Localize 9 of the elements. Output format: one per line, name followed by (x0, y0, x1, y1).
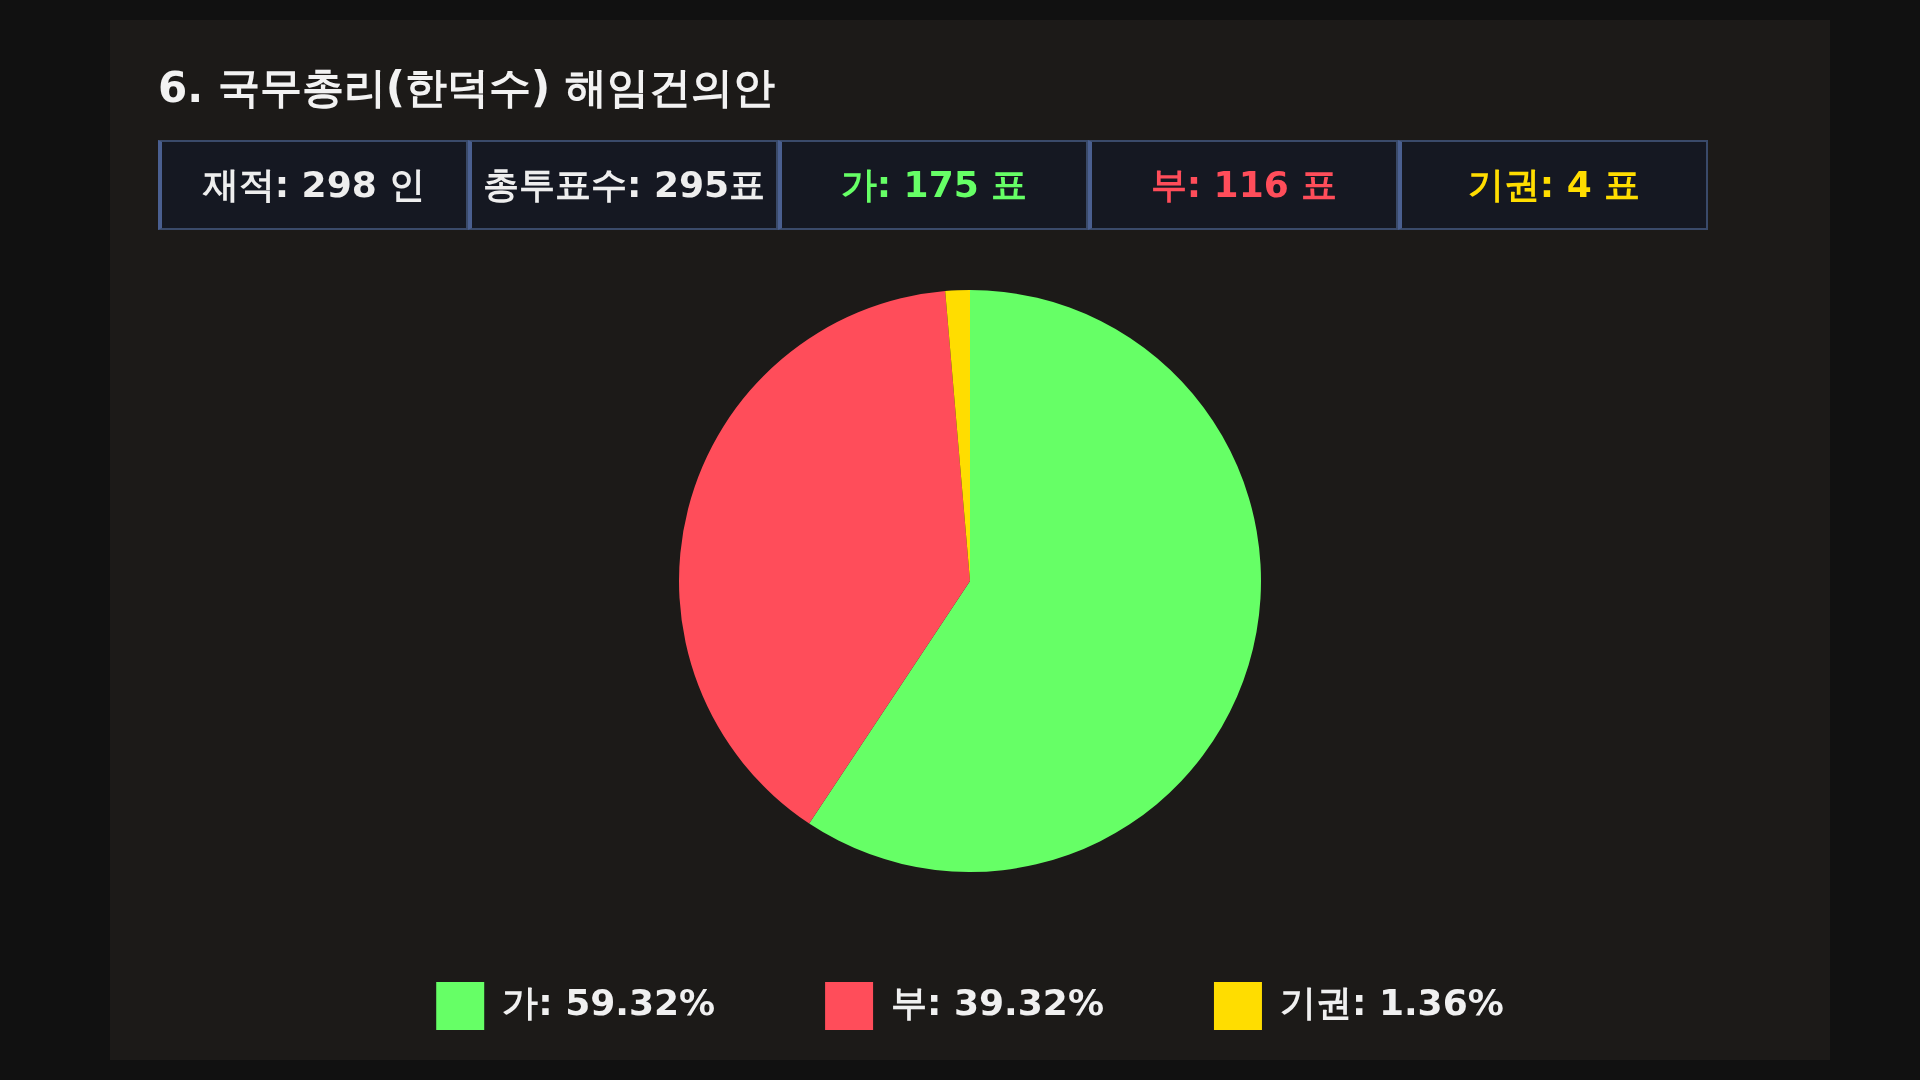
legend-label: 기권: 1.36% (1279, 982, 1504, 1024)
text: 총투표수: 295표 (468, 140, 778, 230)
chart-title: 6. 국무총리(한덕수) 해임건의안 (158, 62, 775, 114)
text: 기권: 4 표 (1398, 140, 1708, 230)
text: 부: 116 표 (1088, 140, 1398, 230)
legend-label: 가: 59.32% (502, 982, 716, 1024)
text: 재적: 298 인 (158, 140, 468, 230)
legend-label: 부: 39.32% (891, 982, 1104, 1024)
text: 가: 175 표 (778, 140, 1088, 230)
